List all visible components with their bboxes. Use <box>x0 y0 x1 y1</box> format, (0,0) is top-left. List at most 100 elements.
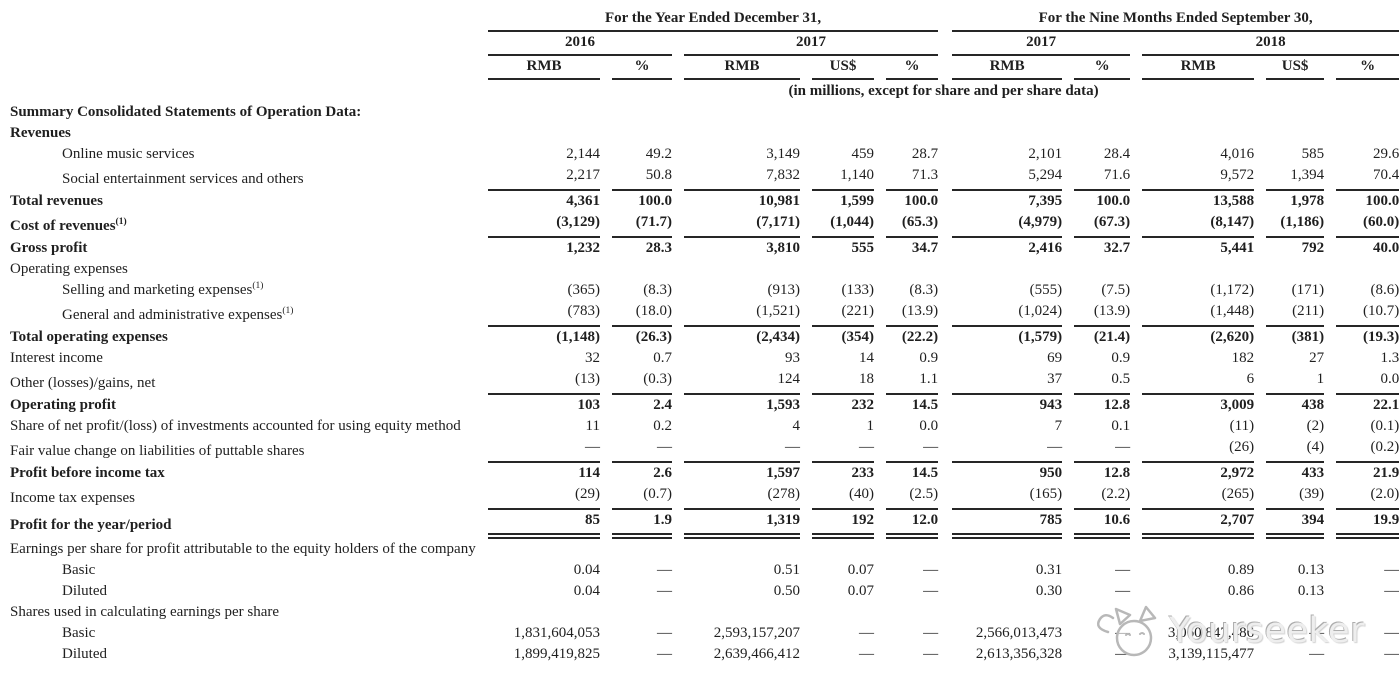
table-row: Profit before income tax 114 2.6 1,597 233 14… <box>0 462 1399 484</box>
table-row: Operating expenses <box>0 259 1399 280</box>
column-gap <box>1254 280 1266 301</box>
cell: 2,566,013,473 <box>975 625 1063 641</box>
cell: 69 <box>1047 350 1063 366</box>
column-gap <box>1062 326 1074 348</box>
financial-statement-page: For the Year Ended December 31, For the … <box>0 0 1399 665</box>
cell: 29.6 <box>1372 146 1399 162</box>
cell: (39) <box>1266 484 1325 510</box>
column-gap <box>1062 416 1074 437</box>
table-row: Other (losses)/gains, net (13) (0.3) 124 18 1… <box>0 369 1399 395</box>
footnote-ref: (1) <box>115 217 127 227</box>
column-gap <box>874 484 886 509</box>
cell: 1,599 <box>840 193 874 209</box>
column-gap <box>672 394 684 416</box>
cell: 103 <box>577 397 601 413</box>
column-gap <box>938 348 952 369</box>
column-gap <box>1130 212 1142 237</box>
column-gap <box>1254 462 1266 484</box>
cell: 1,140 <box>812 165 874 191</box>
cell: — <box>952 437 1063 463</box>
column-gap <box>1254 212 1266 237</box>
cell: — <box>1115 625 1131 641</box>
year-2018-header: 2018 <box>1142 31 1399 56</box>
cell: 7,832 <box>684 165 800 191</box>
cell: (29) <box>488 484 600 510</box>
year-2017-header: 2017 <box>684 31 939 56</box>
cell: 4,016 <box>1220 146 1255 162</box>
table-row: Shares used in calculating earnings per … <box>0 602 1399 623</box>
column-gap <box>1062 237 1074 259</box>
header-spacer <box>800 55 812 79</box>
cell: 100.0 <box>638 193 672 209</box>
column-gap <box>1062 369 1074 394</box>
cell: 3,810 <box>766 240 800 256</box>
column-gap <box>874 369 886 394</box>
cell: — <box>859 625 874 641</box>
column-gap <box>1324 212 1336 237</box>
header-spacer <box>938 0 952 31</box>
row-label: General and administrative expenses(1) <box>62 306 294 323</box>
cell: 37 <box>952 369 1063 395</box>
column-gap <box>600 369 612 394</box>
column-gap <box>874 326 886 348</box>
column-gap <box>1254 165 1266 190</box>
cell: (11) <box>1229 418 1255 434</box>
column-gap <box>1130 581 1142 602</box>
cell: 438 <box>1301 397 1325 413</box>
row-label: Income tax expenses <box>10 490 135 506</box>
cell: 0.86 <box>1227 583 1255 599</box>
column-gap <box>1254 237 1266 259</box>
cell: (22.2) <box>901 329 939 345</box>
column-gap <box>800 644 812 665</box>
column-gap <box>1130 301 1142 326</box>
cell: (2,434) <box>756 329 800 345</box>
cell: 585 <box>1301 146 1325 162</box>
table-row: Social entertainment services and others… <box>0 165 1399 191</box>
col-header-2017-pct: % <box>886 55 939 80</box>
cell: 2.6 <box>653 465 672 481</box>
column-gap <box>800 190 812 212</box>
column-gap <box>1062 623 1074 644</box>
cell: 19.9 <box>1336 509 1399 539</box>
cell: — <box>1384 646 1399 662</box>
cell: 70.4 <box>1336 165 1399 191</box>
column-gap <box>600 437 612 462</box>
cell: — <box>1115 583 1131 599</box>
column-gap <box>1062 484 1074 509</box>
row-label: Shares used in calculating earnings per … <box>10 604 280 620</box>
cell: — <box>657 625 672 641</box>
column-gap <box>672 462 684 484</box>
cell: (7,171) <box>684 212 800 238</box>
column-gap <box>1062 581 1074 602</box>
column-gap <box>672 326 684 348</box>
table-row: Earnings per share for profit attributab… <box>0 536 1399 560</box>
row-label: Cost of revenues(1) <box>10 217 127 234</box>
column-gap <box>672 437 684 462</box>
cell: (1,579) <box>1018 329 1063 345</box>
header-spacer <box>874 55 886 79</box>
cell: (278) <box>684 484 800 510</box>
header-spacer <box>938 55 952 79</box>
cell: 12.8 <box>1103 397 1131 413</box>
row-label: Operating profit <box>10 397 116 413</box>
table-row: Total operating expenses (1,148) (26.3) (2,… <box>0 326 1399 348</box>
column-gap <box>600 509 612 536</box>
column-gap <box>874 212 886 237</box>
cell: (40) <box>812 484 874 510</box>
column-gap <box>600 190 612 212</box>
cell: 18 <box>812 369 874 395</box>
table-row: Diluted 0.04 — 0.50 0.07 — 0.30 — 0.86 0.13 — <box>0 581 1399 602</box>
cell: 459 <box>851 146 875 162</box>
cell: 0.04 <box>573 583 600 599</box>
column-gap <box>800 326 812 348</box>
cell: (381) <box>1291 329 1325 345</box>
cell: 5,294 <box>952 165 1063 191</box>
units-note-row: (in millions, except for share and per s… <box>0 79 1399 102</box>
column-gap <box>600 326 612 348</box>
cell: (1,521) <box>684 301 800 327</box>
row-label: Gross profit <box>10 240 88 256</box>
column-gap <box>600 237 612 259</box>
cell: 1,597 <box>766 465 800 481</box>
col-header-2017-usd: US$ <box>812 55 874 80</box>
period-group-header-row: For the Year Ended December 31, For the … <box>0 0 1399 32</box>
